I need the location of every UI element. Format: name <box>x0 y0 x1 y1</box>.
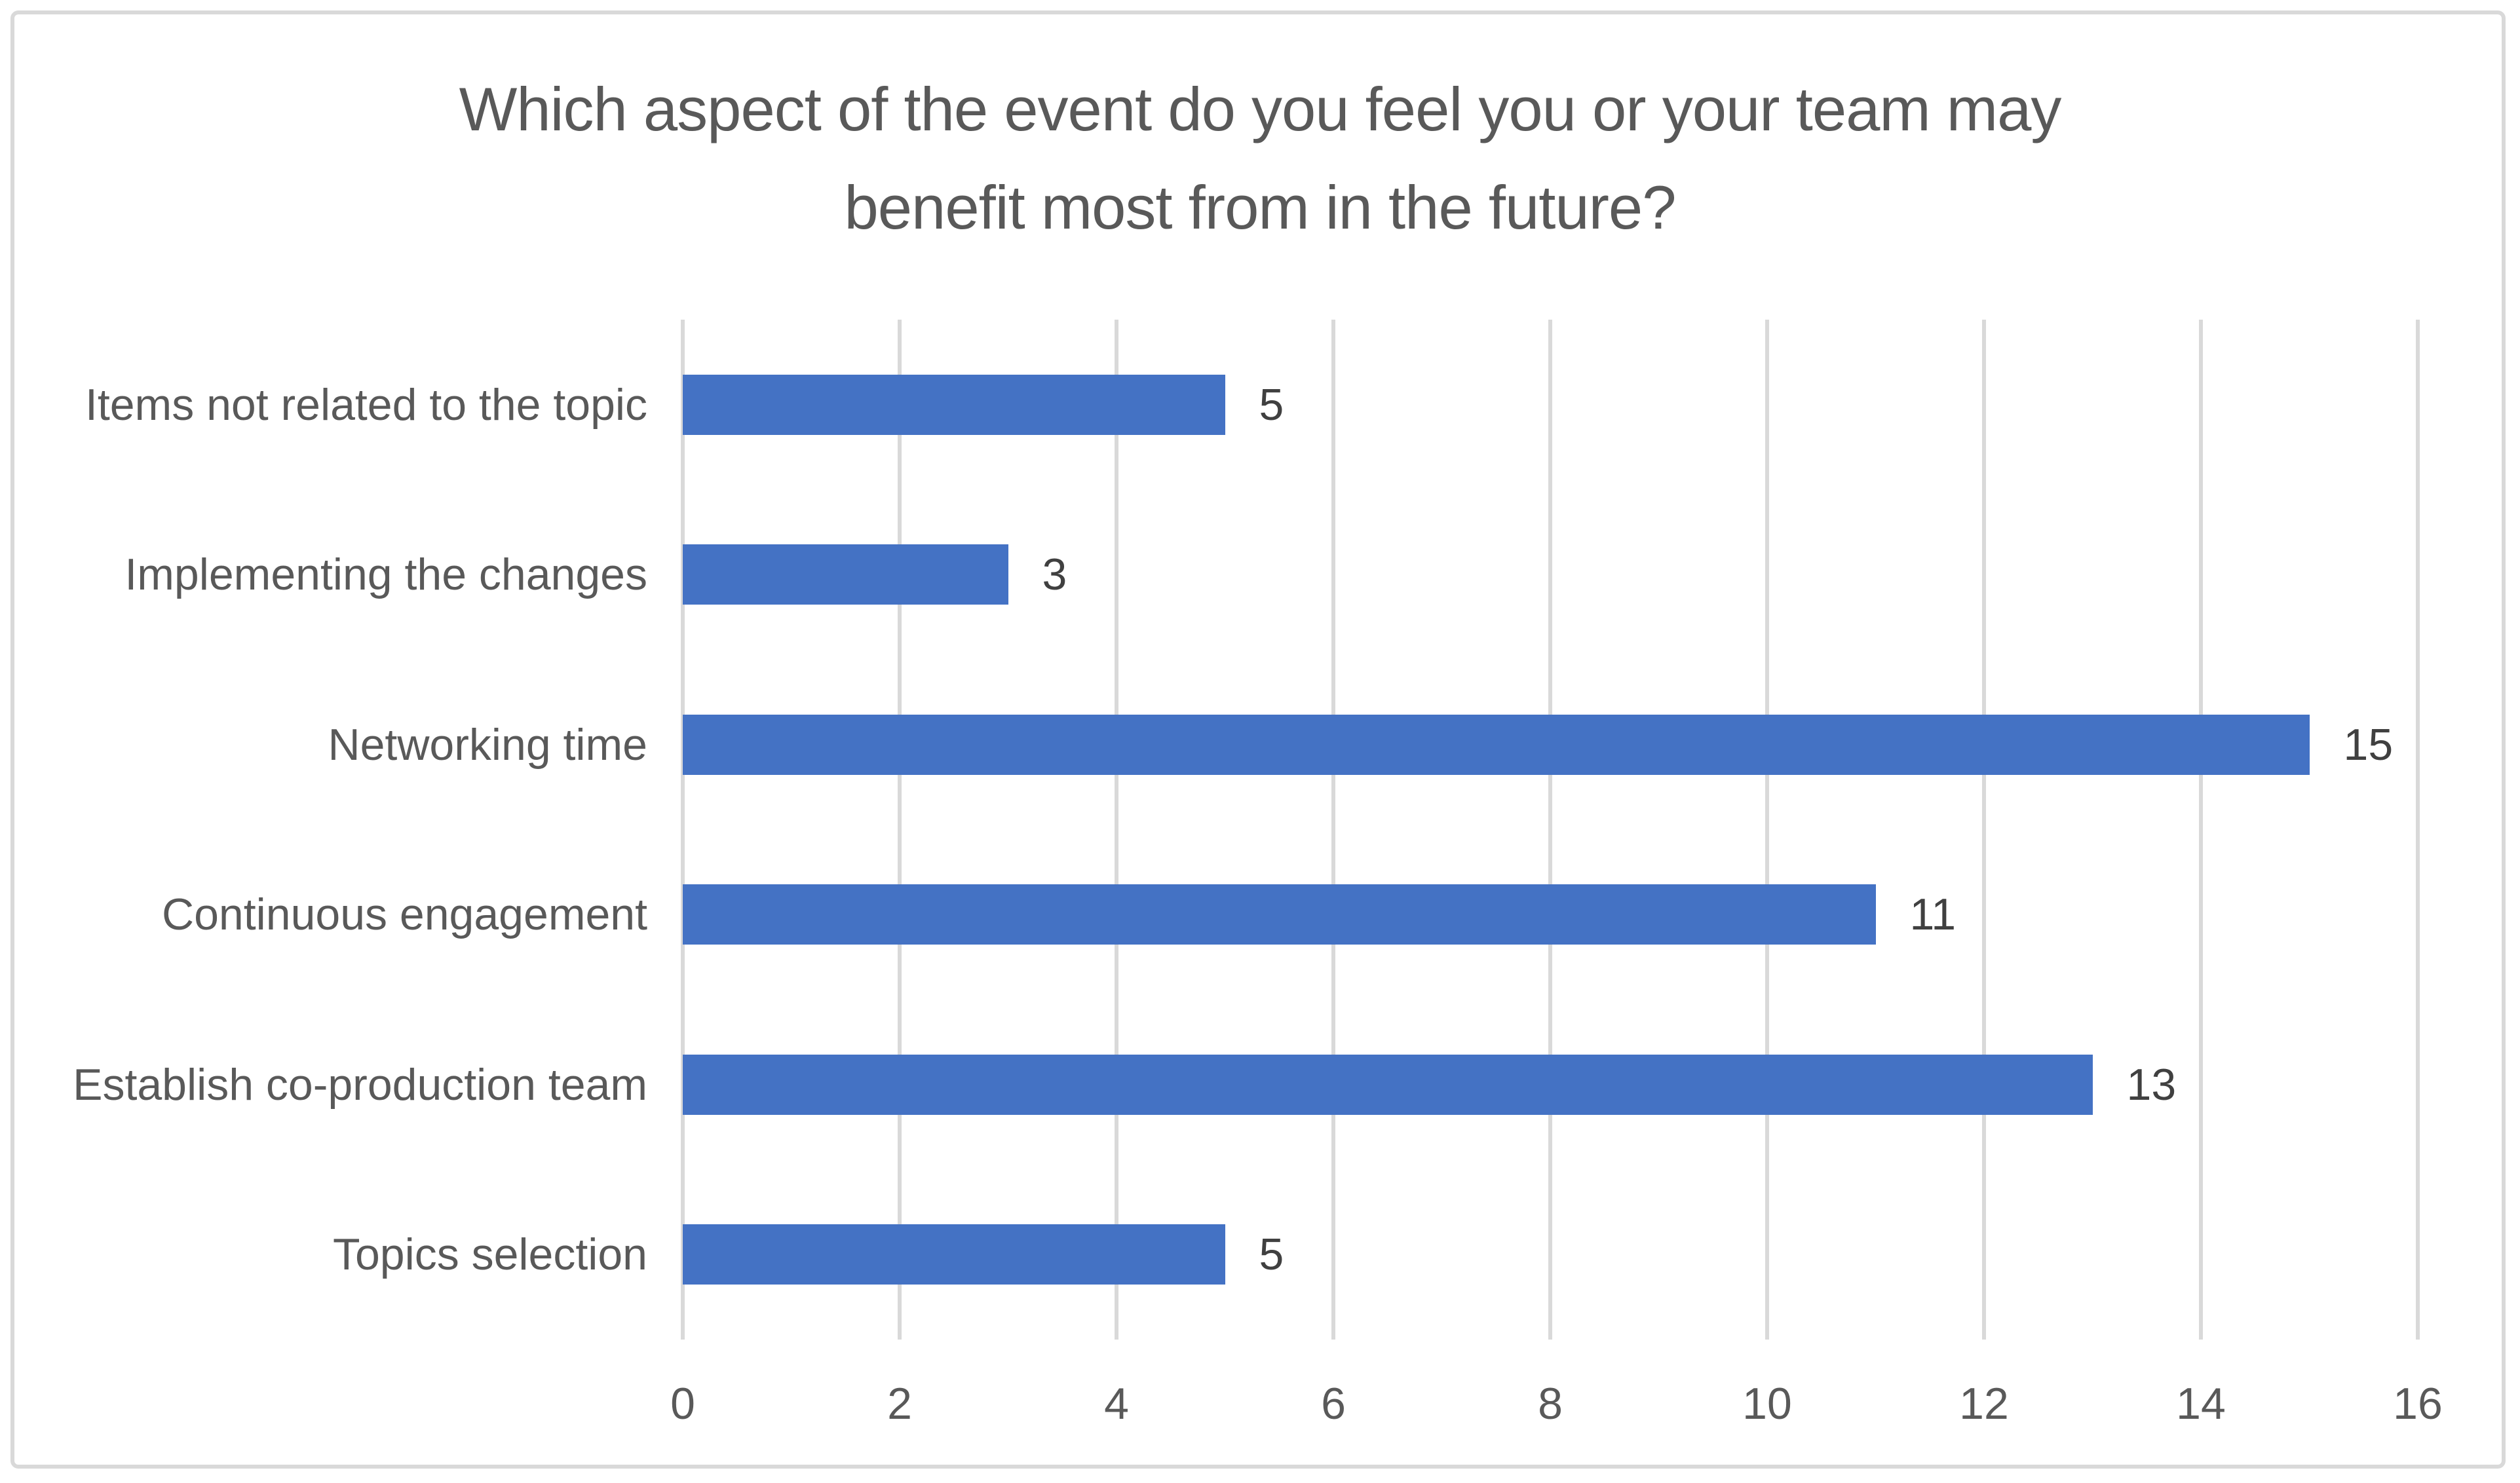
x-tick-label: 6 <box>1321 1379 1346 1429</box>
gridline <box>1331 320 1335 1340</box>
x-tick-label: 0 <box>670 1379 695 1429</box>
x-tick-label: 12 <box>1959 1379 2009 1429</box>
category-label: Continuous engagement <box>162 890 647 940</box>
y-axis-line <box>681 320 685 1340</box>
bar <box>683 1054 2093 1115</box>
x-tick-label: 10 <box>1742 1379 1792 1429</box>
value-label: 3 <box>1042 550 1067 600</box>
gridline <box>2416 320 2420 1340</box>
value-label: 15 <box>2343 719 2394 770</box>
bar <box>683 884 1876 945</box>
gridline <box>1765 320 1769 1340</box>
chart-title-line-2: benefit most from in the future? <box>844 173 1677 242</box>
x-tick-label: 16 <box>2393 1379 2443 1429</box>
value-label: 5 <box>1259 1230 1284 1280</box>
category-label: Networking time <box>328 719 648 770</box>
value-label: 5 <box>1259 379 1284 430</box>
x-tick-label: 14 <box>2176 1379 2226 1429</box>
bar <box>683 374 1225 435</box>
value-label: 11 <box>1909 890 1957 940</box>
category-label: Implementing the changes <box>124 550 647 600</box>
x-tick-label: 8 <box>1538 1379 1563 1429</box>
gridline <box>898 320 902 1340</box>
x-tick-label: 4 <box>1104 1379 1129 1429</box>
category-label: Establish co-production team <box>73 1059 647 1110</box>
x-tick-label: 2 <box>887 1379 912 1429</box>
gridline <box>1982 320 1986 1340</box>
category-label: Items not related to the topic <box>85 379 647 430</box>
category-label: Topics selection <box>332 1230 647 1280</box>
value-label: 13 <box>2126 1059 2177 1110</box>
chart-title-line-1: Which aspect of the event do you feel yo… <box>459 75 2062 143</box>
gridline <box>1115 320 1118 1340</box>
chart-title: Which aspect of the event do you feel yo… <box>0 60 2520 257</box>
bar <box>683 544 1008 605</box>
gridline <box>2199 320 2203 1340</box>
bar <box>683 714 2310 775</box>
gridline <box>1548 320 1552 1340</box>
bar <box>683 1224 1225 1285</box>
